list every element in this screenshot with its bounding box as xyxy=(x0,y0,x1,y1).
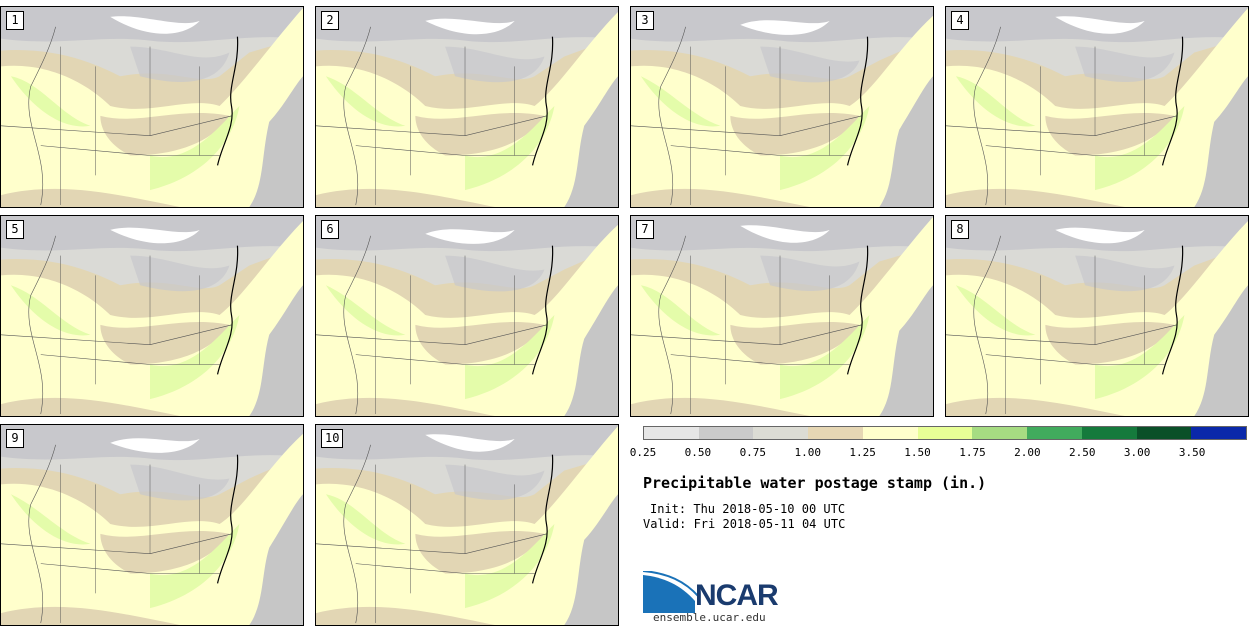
colorbar-tick-label: 2.50 xyxy=(1069,446,1096,459)
member-number-label: 7 xyxy=(636,220,654,239)
init-time: Init: Thu 2018-05-10 00 UTC xyxy=(650,502,846,516)
member-number-label: 9 xyxy=(6,429,24,448)
ensemble-member-map: 8 xyxy=(945,215,1249,417)
member-number-label: 3 xyxy=(636,11,654,30)
colorbar-tick-label: 3.00 xyxy=(1123,446,1151,459)
colorbar-tick-label: 1.25 xyxy=(849,446,876,459)
precipitable-water-map xyxy=(631,7,933,207)
colorbar-tick-label: 0.50 xyxy=(684,446,712,459)
colorbar-segment xyxy=(917,427,973,439)
ensemble-member-map: 5 xyxy=(0,215,304,417)
colorbar-segment xyxy=(644,427,699,439)
precipitable-water-map xyxy=(1,425,303,625)
precipitable-water-map xyxy=(631,216,933,416)
colorbar-segment xyxy=(1191,427,1247,439)
colorbar-tick-label: 2.00 xyxy=(1014,446,1041,459)
colorbar-segment xyxy=(808,427,863,439)
page-title: Precipitable water postage stamp (in.) xyxy=(643,474,987,492)
colorbar-tick-labels: 0.25 0.50 0.75 1.00 1.25 1.50 1.75 2.00 2.50 3.00… xyxy=(630,446,1250,460)
precipitable-water-map xyxy=(1,7,303,207)
colorbar-segment xyxy=(753,427,809,439)
ncar-logo-icon xyxy=(643,571,700,613)
member-number-label: 6 xyxy=(321,220,339,239)
colorbar xyxy=(643,426,1247,440)
site-url: ensemble.ucar.edu xyxy=(653,611,766,624)
colorbar-tick-label: 1.50 xyxy=(904,446,931,459)
ensemble-member-map: 4 xyxy=(945,6,1249,208)
colorbar-segment xyxy=(972,427,1028,439)
colorbar-segment xyxy=(1027,427,1082,439)
precipitable-water-map xyxy=(1,216,303,416)
colorbar-segment xyxy=(1081,427,1137,439)
precipitable-water-map xyxy=(316,7,618,207)
colorbar-tick-label: 0.75 xyxy=(739,446,767,459)
colorbar-tick-label: 1.75 xyxy=(959,446,986,459)
member-number-label: 8 xyxy=(951,220,969,239)
ensemble-member-map: 6 xyxy=(315,215,619,417)
member-number-label: 10 xyxy=(321,429,344,448)
colorbar-tick-label: 3.50 xyxy=(1178,446,1206,459)
ensemble-member-map: 9 xyxy=(0,424,304,626)
valid-time: Valid: Fri 2018-05-11 04 UTC xyxy=(643,517,846,531)
precipitable-water-map xyxy=(316,216,618,416)
precipitable-water-map xyxy=(316,425,618,625)
precipitable-water-map xyxy=(946,7,1248,207)
ensemble-member-map: 10 xyxy=(315,424,619,626)
colorbar-tick-label: 0.25 xyxy=(629,446,657,459)
precipitable-water-map xyxy=(946,216,1248,416)
member-number-label: 2 xyxy=(321,11,339,30)
member-number-label: 5 xyxy=(6,220,24,239)
ncar-logo-text: NCAR xyxy=(695,579,779,612)
member-number-label: 4 xyxy=(951,11,969,30)
member-number-label: 1 xyxy=(6,11,24,30)
colorbar-segment xyxy=(862,427,918,439)
ensemble-member-map: 3 xyxy=(630,6,934,208)
ensemble-member-map: 1 xyxy=(0,6,304,208)
colorbar-tick-label: 1.00 xyxy=(794,446,821,459)
colorbar-segment xyxy=(1136,427,1192,439)
colorbar-segment xyxy=(698,427,754,439)
ensemble-member-map: 2 xyxy=(315,6,619,208)
ensemble-member-map: 7 xyxy=(630,215,934,417)
